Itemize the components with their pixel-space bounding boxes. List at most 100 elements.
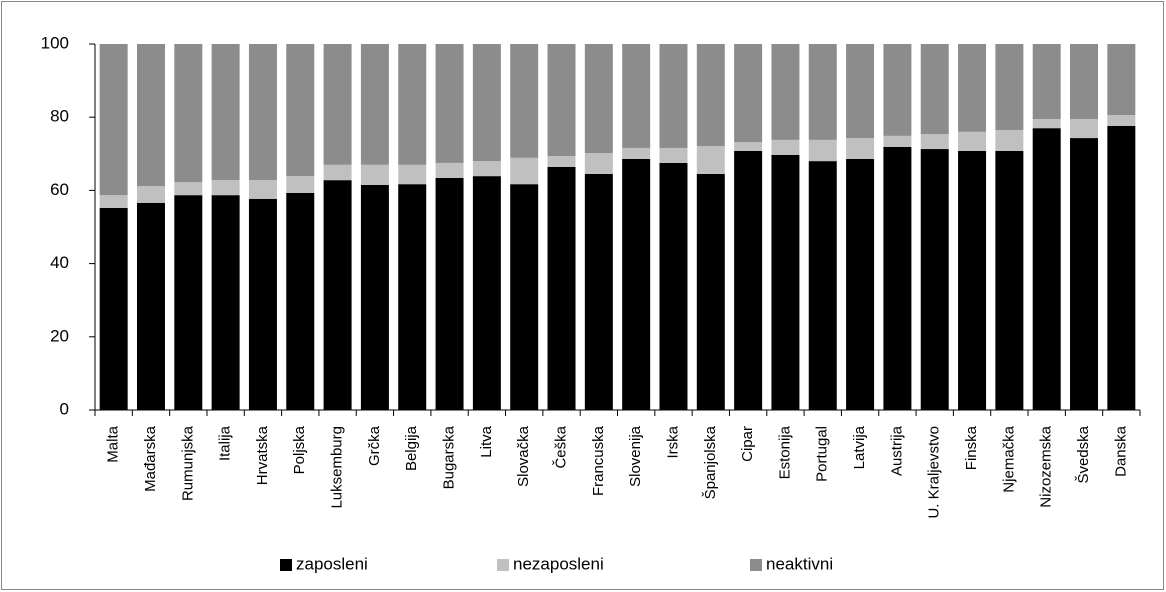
bar-segment [584, 153, 613, 174]
bar-segment [323, 44, 352, 165]
bar-segment [1032, 128, 1061, 410]
bar-segment [1032, 119, 1061, 129]
bar-segment [286, 192, 315, 410]
bar-segment [883, 146, 912, 410]
bar-segment [286, 176, 315, 193]
x-tick-label: Latvija [851, 425, 868, 469]
y-tick-label: 80 [50, 107, 69, 126]
x-tick-label: Portugal [814, 426, 831, 482]
x-tick-label: Slovenija [627, 425, 644, 487]
x-tick-label: Poljska [291, 425, 308, 474]
bar-segment [622, 44, 651, 148]
bar-segment [174, 181, 203, 196]
x-tick-label: Slovačka [515, 425, 532, 487]
bar-segment [771, 139, 800, 155]
bar-segment [248, 180, 277, 199]
bar-segment [360, 184, 389, 410]
bar-segment [211, 180, 240, 196]
x-tick-label: Češka [552, 425, 569, 468]
bar-segment [659, 162, 688, 410]
x-tick-label: Austrija [888, 425, 905, 476]
bar-segment [1070, 119, 1099, 139]
bar-segment [846, 138, 875, 159]
bar-segment [734, 142, 763, 151]
x-tick-label: Bugarska [441, 425, 458, 489]
bar-segment [472, 176, 501, 410]
bar-segment [920, 149, 949, 411]
bar-segment [435, 44, 464, 163]
bar-segment [174, 195, 203, 410]
bar-segment [1107, 125, 1136, 410]
bar-segment [547, 155, 576, 167]
bar-segment [771, 154, 800, 410]
bar-segment [622, 158, 651, 410]
bar-segment [547, 44, 576, 156]
legend-label: neaktivni [766, 554, 833, 573]
bar-segment [659, 44, 688, 148]
bar-segment [99, 195, 128, 208]
bar-segment [958, 150, 987, 410]
bar-segment [584, 44, 613, 154]
x-tick-label: Cipar [739, 426, 756, 462]
bar-segment [622, 147, 651, 159]
bar-segment [1032, 44, 1061, 120]
bar-segment [99, 44, 128, 196]
bar-segment [211, 44, 240, 181]
bar-segment [920, 134, 949, 150]
bar-segment [734, 44, 763, 143]
bar-segment [696, 173, 725, 410]
bar-segment [248, 44, 277, 181]
bar-segment [174, 44, 203, 182]
x-tick-label: Francuska [590, 425, 607, 496]
bar-segment [99, 207, 128, 410]
bar-segment [136, 186, 165, 203]
bar-segment [995, 44, 1024, 131]
bar-segment [958, 131, 987, 151]
bar-segment [435, 162, 464, 178]
bar-segment [510, 157, 539, 185]
x-tick-label: Estonija [776, 425, 793, 479]
bar-segment [472, 161, 501, 177]
x-tick-label: Finska [963, 425, 980, 470]
bar-segment [659, 147, 688, 163]
bar-segment [883, 44, 912, 136]
bar-segment [211, 195, 240, 410]
legend-label: zaposleni [296, 554, 368, 573]
bar-segment [398, 164, 427, 185]
bar-segment [360, 44, 389, 165]
bar-segment [808, 44, 837, 140]
bar-segment [248, 198, 277, 410]
bar-segment [323, 164, 352, 181]
legend-swatch [497, 559, 509, 571]
x-tick-label: U. Kraljevstvo [926, 426, 943, 519]
bar-segment [136, 202, 165, 410]
y-tick-label: 20 [50, 326, 69, 345]
bar-segment [136, 44, 165, 187]
bar-segment [286, 44, 315, 177]
x-tick-label: Grčka [366, 425, 383, 466]
bar-segment [510, 44, 539, 158]
x-tick-label: Njemačka [1000, 425, 1017, 492]
bar-segment [1070, 44, 1099, 120]
x-tick-label: Italija [217, 425, 234, 461]
bar-segment [846, 158, 875, 410]
bar-segment [323, 180, 352, 410]
y-tick-label: 40 [50, 253, 69, 272]
x-tick-label: Danska [1112, 425, 1129, 477]
y-tick-label: 100 [41, 33, 69, 52]
bar-segment [995, 150, 1024, 410]
bar-segment [398, 44, 427, 165]
x-tick-label: Malta [105, 425, 122, 462]
bar-segment [883, 135, 912, 147]
bar-segment [696, 44, 725, 147]
legend-label: nezaposleni [513, 554, 604, 573]
x-tick-label: Mađarska [142, 425, 159, 492]
bar-segment [771, 44, 800, 140]
x-tick-label: Španjolska [702, 425, 719, 499]
bar-segment [734, 150, 763, 410]
bar-segment [696, 146, 725, 174]
legend-swatch [280, 559, 292, 571]
bar-segment [958, 44, 987, 132]
x-tick-label: Litva [478, 425, 495, 457]
